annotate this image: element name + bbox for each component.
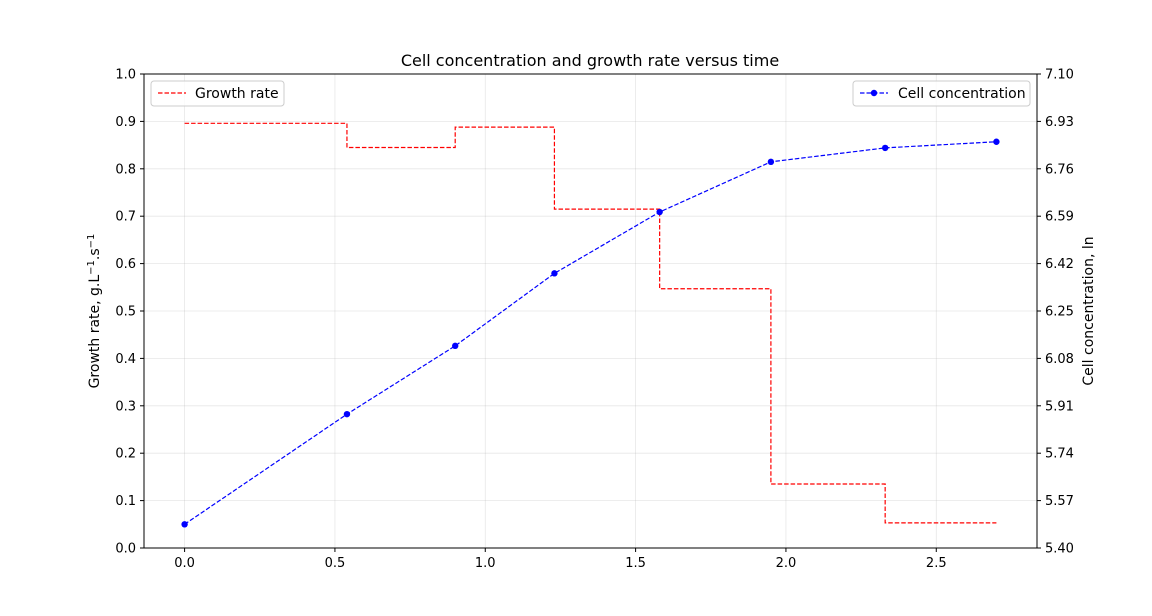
cell-concentration-line [184, 141, 997, 525]
right-y-tick-label: 6.25 [1045, 305, 1074, 320]
left-y-axis-title-main: Growth rate, g.L [87, 275, 103, 389]
left-y-tick-label: 1.0 [115, 68, 136, 83]
growth-rate-line [184, 122, 997, 524]
legend-cell-concentration-label: Cell concentration [898, 86, 1026, 102]
left-y-tick-label: 0.8 [115, 162, 136, 177]
grid [144, 73, 1037, 549]
right-y-tick-label: 6.08 [1045, 352, 1074, 367]
legend-growth-rate-box [150, 80, 285, 107]
cell-concentration-point [343, 410, 351, 418]
right-y-tick-label: 5.40 [1045, 542, 1074, 557]
cell-concentration-point [656, 208, 663, 216]
x-tick-label: 0.0 [174, 556, 195, 571]
x-tick-label: 1.5 [625, 556, 646, 571]
legend-cell-concentration-box [852, 80, 1031, 107]
right-y-tick-label: 6.93 [1045, 115, 1074, 130]
x-tick-label: 0.5 [325, 556, 346, 571]
left-y-tick-label: 0.2 [115, 447, 136, 462]
left-y-axis: 0.0 0.1 0.2 0.3 0.4 0.5 0.6 0.7 0.8 0.9 1.0 [115, 68, 144, 557]
left-y-axis-title: Growth rate, g.L−1.s−1 [86, 234, 104, 389]
left-y-tick-label: 0.4 [115, 352, 136, 367]
left-y-axis-title-mid: .s [87, 248, 103, 260]
left-y-tick-label: 0.1 [115, 494, 136, 509]
right-y-tick-label: 5.91 [1045, 399, 1074, 414]
left-y-tick-label: 0.7 [115, 210, 136, 225]
legend-growth-rate: Growth rate [150, 80, 285, 107]
right-y-axis-title: Cell concentration, ln [1081, 236, 1097, 385]
x-axis: 0.0 0.5 1.0 1.5 2.0 2.5 [174, 548, 947, 571]
cell-concentration-point [181, 521, 188, 528]
right-y-tick-label: 5.57 [1045, 494, 1074, 509]
cell-concentration-point [881, 144, 889, 152]
x-tick-label: 2.5 [926, 556, 947, 571]
right-y-tick-label: 6.76 [1045, 162, 1074, 177]
cell-concentration-point [993, 138, 1000, 145]
cell-concentration-point [551, 270, 558, 277]
left-y-axis-title-sup1: −1 [86, 260, 97, 275]
right-y-tick-label: 6.59 [1045, 210, 1074, 225]
cell-concentration-point [451, 342, 459, 350]
left-y-tick-label: 0.0 [115, 542, 136, 557]
legend-growth-rate-label: Growth rate [195, 86, 279, 102]
x-tick-label: 1.0 [475, 556, 496, 571]
chart-title: Cell concentration and growth rate versu… [401, 51, 779, 70]
x-tick-label: 2.0 [776, 556, 797, 571]
cell-concentration-point [767, 158, 775, 166]
left-y-tick-label: 0.5 [115, 305, 136, 320]
left-y-tick-label: 0.3 [115, 399, 136, 414]
left-y-tick-label: 0.6 [115, 257, 136, 272]
left-y-tick-label: 0.9 [115, 115, 136, 130]
left-y-axis-title-sup2: −1 [86, 234, 97, 249]
right-y-tick-label: 6.42 [1045, 257, 1074, 272]
series-layer [181, 122, 1000, 528]
right-y-axis: 5.40 5.57 5.74 5.91 6.08 6.25 6.42 6.59 6.76 6.93… [1037, 68, 1074, 557]
right-y-tick-label: 7.10 [1045, 68, 1074, 83]
right-y-tick-label: 5.74 [1045, 447, 1074, 462]
legend-cell-concentration: Cell concentration [852, 80, 1031, 107]
legend-cell-concentration-marker [870, 89, 878, 97]
